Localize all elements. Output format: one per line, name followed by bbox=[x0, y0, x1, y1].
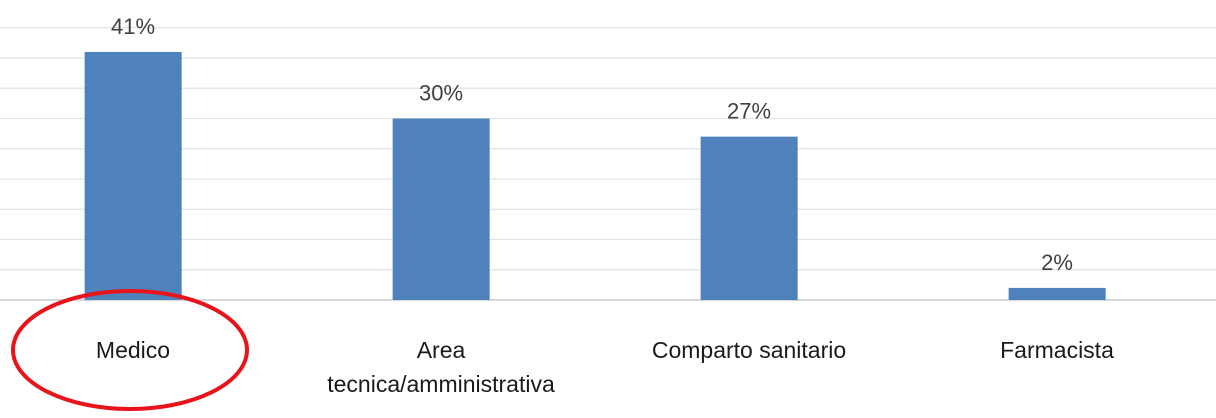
x-tick-label: Area tecnica/amministrativa bbox=[327, 337, 555, 397]
data-label: 27% bbox=[727, 99, 771, 124]
highlight-ellipse bbox=[11, 289, 249, 411]
data-label: 30% bbox=[419, 81, 463, 106]
bar bbox=[84, 51, 182, 301]
bar bbox=[1008, 287, 1106, 300]
x-tick-label: Farmacista bbox=[1000, 337, 1114, 363]
data-label: 2% bbox=[1041, 250, 1073, 275]
data-label: 41% bbox=[111, 14, 155, 39]
bar bbox=[700, 136, 798, 300]
x-tick-label: Medico bbox=[95, 337, 171, 363]
bar bbox=[392, 118, 490, 300]
x-tick-label: Comparto sanitario bbox=[651, 337, 847, 363]
